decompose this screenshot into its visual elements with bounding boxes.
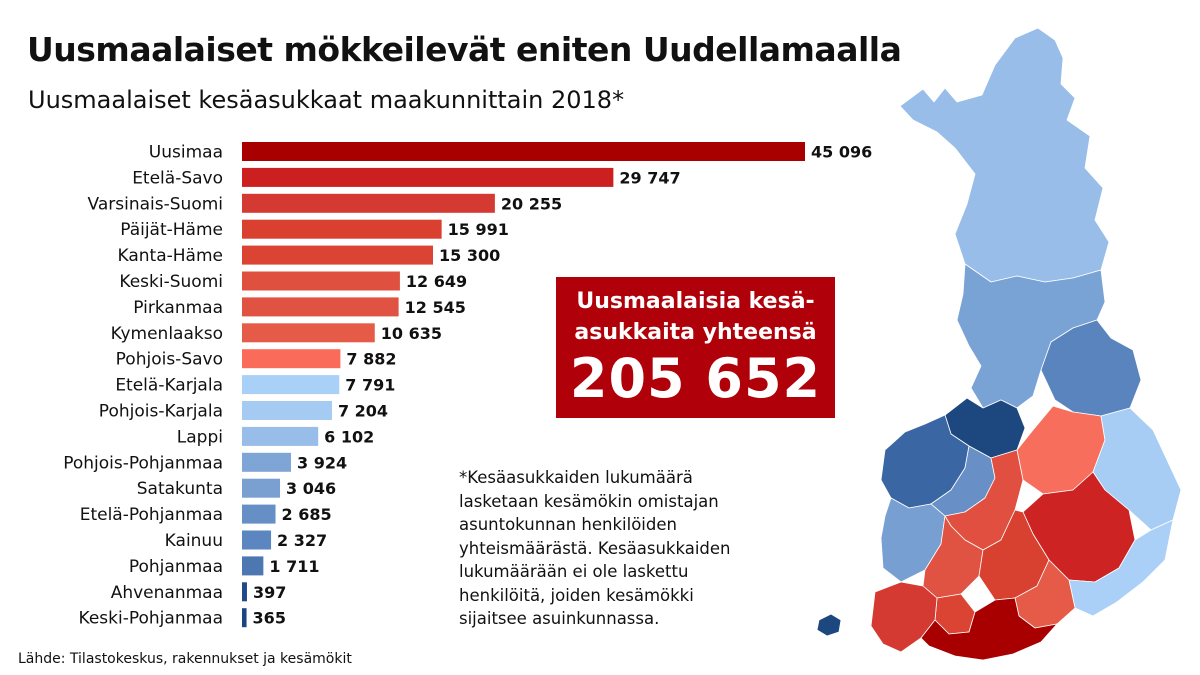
map-region-uusimaa — [920, 597, 1058, 661]
category-label: Kainuu — [165, 531, 223, 551]
total-box: Uusmaalaisia kesä- asukkaita yhteensä 20… — [556, 277, 835, 418]
category-label: Keski-Suomi — [119, 272, 223, 292]
total-value: 205 652 — [569, 347, 822, 410]
bar — [242, 349, 341, 369]
bar-chart: Uusimaa 45 096 Etelä-Savo 29 747 Varsinais-S… — [63, 142, 872, 629]
map-region-ahvenanmaa — [816, 613, 842, 637]
bar — [242, 426, 319, 446]
value-label: 1 711 — [269, 557, 319, 576]
value-label: 2 327 — [277, 531, 327, 550]
page-title: Uusmaalaiset mökkeilevät eniten Uudellam… — [27, 30, 902, 69]
value-label: 6 102 — [324, 427, 374, 446]
bar — [242, 167, 614, 187]
bar — [242, 323, 375, 343]
category-label: Pirkanmaa — [133, 298, 223, 318]
value-label: 10 635 — [381, 324, 442, 343]
value-label: 45 096 — [811, 143, 872, 162]
footnote-line: lukumäärään ei ole laskettu — [459, 562, 689, 581]
footnote-line: asuntokunnan henkilöiden — [459, 515, 677, 534]
value-label: 2 685 — [282, 505, 332, 524]
footnote-line: henkilöitä, joiden kesämökki — [459, 585, 694, 605]
category-label: Pohjanmaa — [129, 557, 223, 577]
bar — [242, 245, 434, 265]
category-label: Etelä-Karjala — [115, 376, 223, 396]
map-region-lappi — [899, 27, 1110, 283]
category-label: Etelä-Pohjanmaa — [80, 505, 223, 525]
bar — [242, 452, 291, 472]
page-subtitle: Uusmaalaiset kesäasukkaat maakunnittain … — [28, 86, 625, 114]
category-label: Pohjois-Savo — [116, 350, 223, 370]
footnote-line: lasketaan kesämökin omistajan — [459, 491, 719, 511]
bar — [242, 271, 400, 291]
bar — [242, 478, 281, 498]
category-label: Kanta-Häme — [118, 246, 223, 266]
category-label: Pohjois-Karjala — [99, 402, 223, 422]
value-label: 7 204 — [338, 402, 388, 421]
value-label: 3 046 — [286, 479, 336, 498]
bar — [242, 556, 264, 576]
source-note: Lähde: Tilastokeskus, rakennukset ja kes… — [18, 651, 352, 667]
value-label: 3 924 — [297, 453, 347, 472]
bar — [242, 219, 442, 239]
footnote: *Kesäasukkaiden lukumäärä lasketaan kesä… — [459, 466, 779, 631]
finland-map — [816, 27, 1182, 661]
value-label: 12 649 — [406, 272, 467, 291]
bar — [242, 375, 340, 395]
value-label: 397 — [253, 583, 286, 602]
bar — [242, 142, 805, 161]
total-label-line2: asukkaita yhteensä — [574, 320, 817, 345]
value-label: 365 — [253, 609, 286, 628]
value-label: 7 791 — [345, 376, 395, 395]
value-label: 20 255 — [501, 194, 562, 213]
value-label: 12 545 — [405, 298, 466, 317]
category-label: Varsinais-Suomi — [88, 194, 223, 214]
bar — [242, 608, 247, 628]
category-label: Satakunta — [137, 479, 223, 499]
total-label-line1: Uusmaalaisia kesä- — [576, 289, 815, 314]
bar — [242, 401, 332, 420]
category-label: Kymenlaakso — [111, 324, 223, 344]
value-label: 29 747 — [619, 168, 680, 187]
value-label: 15 991 — [448, 220, 509, 239]
bar — [242, 297, 399, 317]
bar — [242, 504, 276, 524]
bar — [242, 582, 247, 602]
category-label: Keski-Pohjanmaa — [79, 609, 223, 629]
value-label: 7 882 — [346, 350, 396, 369]
value-label: 15 300 — [439, 246, 500, 265]
map-region-etela-karjala — [1068, 519, 1174, 617]
total-label: Uusmaalaisia kesä- asukkaita yhteensä — [556, 286, 835, 348]
category-label: Päijät-Häme — [120, 220, 223, 240]
footnote-line: yhteismäärästä. Kesäasukkaiden — [459, 538, 731, 558]
category-label: Ahvenanmaa — [111, 583, 223, 603]
category-label: Etelä-Savo — [132, 168, 223, 188]
category-label: Uusimaa — [149, 143, 223, 163]
category-label: Pohjois-Pohjanmaa — [63, 453, 223, 473]
footnote-line: *Kesäasukkaiden lukumäärä — [459, 468, 693, 487]
bar — [242, 193, 495, 213]
category-label: Lappi — [177, 427, 223, 447]
footnote-line: sijaitsee asuinkunnassa. — [459, 609, 660, 628]
bar — [242, 530, 272, 550]
